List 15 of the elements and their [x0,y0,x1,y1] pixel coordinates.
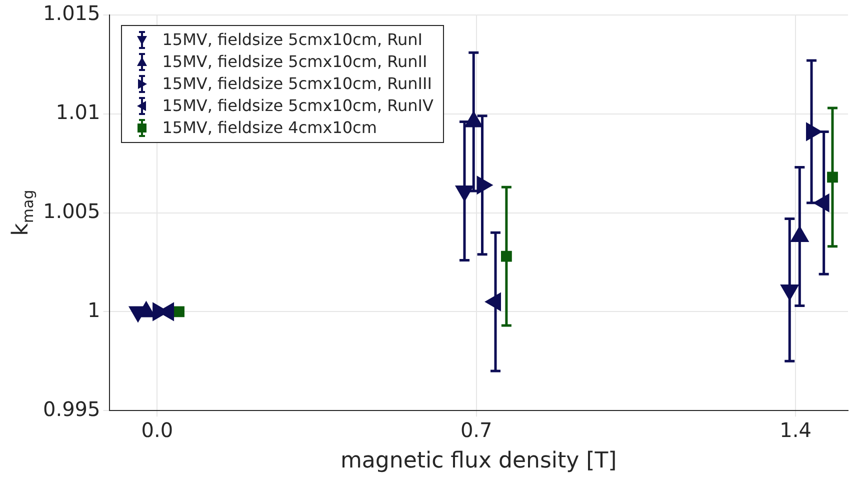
y-axis-title: kmag [8,190,37,236]
y-tick-label: 1.005 [42,199,100,224]
legend-label: 15MV, fieldsize 5cmx10cm, RunIV [162,95,434,117]
y-tick-label: 1.01 [56,100,100,124]
legend-label: 15MV, fieldsize 5cmx10cm, RunIII [162,73,432,95]
y-tick-label: 1 [88,298,100,322]
x-axis-title: magnetic flux density [T] [340,448,617,474]
legend-label: 15MV, fieldsize 4cmx10cm [162,117,377,139]
y-tick-label: 0.995 [42,396,100,421]
x-tick-label: 0.7 [460,418,492,442]
legend-label: 15MV, fieldsize 5cmx10cm, RunII [162,51,428,73]
x-tick-label: 1.4 [780,418,812,442]
legend-label: 15MV, fieldsize 5cmx10cm, RunI [162,29,423,51]
x-tick-label: 0.0 [141,418,174,442]
y-tick-label: 1.015 [42,1,100,26]
